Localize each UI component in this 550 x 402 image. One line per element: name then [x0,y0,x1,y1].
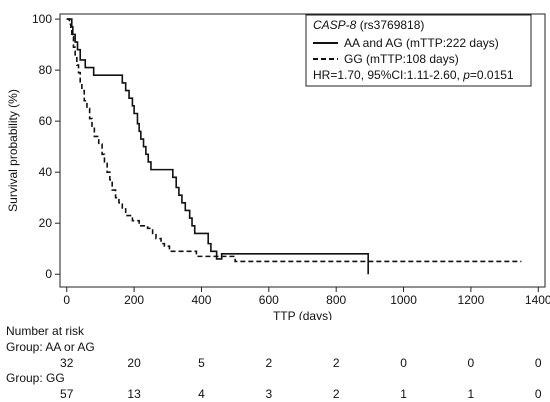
legend-stats-p-value: =0.0151 [470,68,514,82]
y-tick-label-5: 100 [32,12,52,26]
x-tick-label-4: 800 [326,293,346,307]
risk-count: 0 [534,356,542,370]
x-axis-label: TTP (days) [273,309,332,320]
risk-count: 5 [198,356,205,370]
risk-count: 1 [400,387,407,401]
plot-frame [59,13,546,288]
y-tick-label-3: 60 [39,114,53,128]
risk-count: 0 [534,387,542,401]
legend-entry-aa-ag: AA and AG (mTTP:222 days) [344,36,499,50]
risk-count: 13 [127,387,141,401]
legend-stats: HR=1.70, 95%CI:1.11-2.60, p=0.0151 [313,68,514,82]
series-line-aa-ag [66,18,369,275]
x-tick-label-2: 400 [191,293,211,307]
risk-count: 4 [198,387,205,401]
axes: 0 200 400 600 800 1000 1200 1400 0 20 40 60 80 100 TTP… [6,12,550,320]
y-tick-label-0: 0 [45,267,52,281]
x-tick-label-1: 200 [124,293,144,307]
y-tick-label-1: 20 [39,216,53,230]
number-at-risk-table: Number at risk Group: AA or AG 32 20 5 2 2 0 0… [0,316,550,402]
risk-count: 32 [60,356,74,370]
risk-count: 3 [265,387,273,401]
risk-count: 1 [467,387,475,401]
legend-box [305,14,532,87]
legend-stats-hr: HR=1.70, 95%CI:1.11-2.60, [313,68,463,82]
risk-count: 57 [60,387,74,401]
x-tick-label-7: 1400 [525,293,550,307]
legend-title-gene: CASP-8 [313,18,357,32]
risk-count: 20 [127,356,141,370]
legend-title: CASP-8 (rs3769818) [313,18,424,32]
series-line-gg [66,18,522,263]
x-tick-label-6: 1200 [458,293,485,307]
risk-count: 0 [467,356,475,370]
risk-count: 2 [265,356,273,370]
y-axis-label: Survival probability (%) [6,89,20,212]
y-tick-label-4: 80 [39,63,53,77]
legend-entry-gg: GG (mTTP:108 days) [344,52,459,66]
risk-group-label-gg: Group: GG [6,371,65,385]
kaplan-meier-chart: 0 200 400 600 800 1000 1200 1400 0 20 40 60 80 100 TTP… [6,12,550,320]
risk-count: 0 [400,356,407,370]
risk-table-title: Number at risk [6,324,85,338]
legend: CASP-8 (rs3769818) AA and AG (mTTP:222 d… [305,14,532,87]
x-tick-label-3: 600 [259,293,279,307]
y-tick-label-2: 40 [39,165,53,179]
legend-stats-p-label: p [462,68,470,82]
risk-group-label-aa-ag: Group: AA or AG [6,340,95,354]
plot-area [66,18,522,275]
risk-count: 2 [332,387,340,401]
risk-count: 2 [332,356,340,370]
legend-title-snp: (rs3769818) [356,18,424,32]
x-tick-label-0: 0 [63,293,70,307]
x-tick-label-5: 1000 [390,293,417,307]
